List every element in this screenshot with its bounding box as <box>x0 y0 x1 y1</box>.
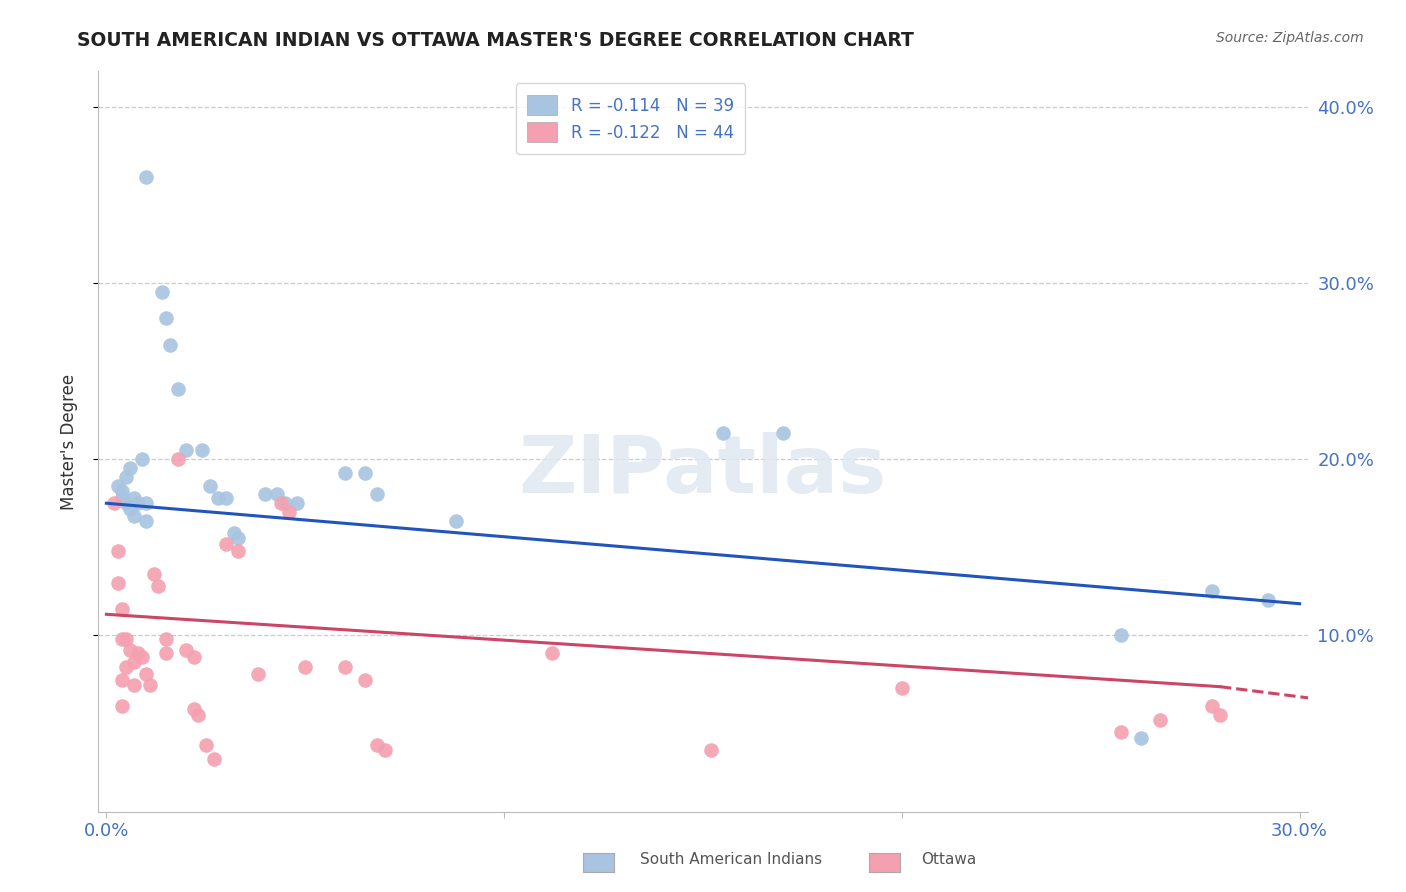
Point <box>254 487 277 501</box>
Point <box>246 667 269 681</box>
Point <box>183 649 205 664</box>
Text: ZIPatlas: ZIPatlas <box>519 432 887 510</box>
Point <box>174 443 197 458</box>
Point <box>1149 713 1171 727</box>
Point <box>274 496 297 510</box>
Point <box>135 170 157 185</box>
Point <box>115 496 138 510</box>
Point <box>1109 725 1132 739</box>
Point <box>446 514 468 528</box>
Point <box>120 501 142 516</box>
Legend: R = -0.114   N = 39, R = -0.122   N = 44: R = -0.114 N = 39, R = -0.122 N = 44 <box>516 83 745 154</box>
Point <box>115 470 138 484</box>
Point <box>198 478 221 492</box>
Point <box>155 311 177 326</box>
Point <box>711 425 734 440</box>
Point <box>174 642 197 657</box>
Point <box>122 655 145 669</box>
Point <box>1109 628 1132 642</box>
Y-axis label: Master's Degree: Master's Degree <box>59 374 77 509</box>
Point <box>226 544 249 558</box>
Point <box>167 382 190 396</box>
Point <box>1209 707 1232 722</box>
Point <box>194 738 217 752</box>
Point <box>131 452 153 467</box>
Point <box>115 660 138 674</box>
Point <box>700 743 723 757</box>
Point <box>103 496 125 510</box>
Point <box>135 496 157 510</box>
Point <box>541 646 564 660</box>
Point <box>135 667 157 681</box>
Text: Source: ZipAtlas.com: Source: ZipAtlas.com <box>1216 31 1364 45</box>
Point <box>107 544 129 558</box>
Point <box>1257 593 1279 607</box>
Point <box>131 649 153 664</box>
Point <box>278 505 301 519</box>
Point <box>111 673 134 687</box>
Point <box>1201 584 1223 599</box>
Point <box>215 491 238 505</box>
Point <box>120 642 142 657</box>
Point <box>215 537 238 551</box>
Point <box>354 467 377 481</box>
Point <box>1201 698 1223 713</box>
Point <box>139 678 162 692</box>
Text: South American Indians: South American Indians <box>640 852 823 867</box>
Point <box>111 632 134 646</box>
Point <box>122 491 145 505</box>
Point <box>107 575 129 590</box>
Point <box>111 698 134 713</box>
Point <box>146 579 169 593</box>
Text: SOUTH AMERICAN INDIAN VS OTTAWA MASTER'S DEGREE CORRELATION CHART: SOUTH AMERICAN INDIAN VS OTTAWA MASTER'S… <box>77 31 914 50</box>
Point <box>270 496 292 510</box>
Point <box>111 602 134 616</box>
Point <box>107 478 129 492</box>
Point <box>333 660 356 674</box>
Point <box>366 487 388 501</box>
Point <box>222 526 245 541</box>
Point <box>202 752 225 766</box>
Point <box>294 660 316 674</box>
Point <box>127 496 149 510</box>
Point <box>111 483 134 498</box>
Point <box>135 514 157 528</box>
Point <box>150 285 173 299</box>
Point <box>1129 731 1152 745</box>
Point <box>366 738 388 752</box>
Point <box>127 646 149 660</box>
Point <box>226 532 249 546</box>
Point <box>333 467 356 481</box>
Point <box>159 337 181 351</box>
Point <box>187 707 209 722</box>
Point <box>155 646 177 660</box>
Point <box>167 452 190 467</box>
Point <box>111 491 134 505</box>
Point <box>183 702 205 716</box>
Point <box>890 681 912 696</box>
Text: Ottawa: Ottawa <box>921 852 976 867</box>
Point <box>772 425 794 440</box>
Point <box>143 566 166 581</box>
Point <box>266 487 288 501</box>
Point <box>354 673 377 687</box>
Point <box>374 743 396 757</box>
Point <box>122 678 145 692</box>
Point <box>285 496 308 510</box>
Point <box>155 632 177 646</box>
Point <box>191 443 214 458</box>
Point <box>122 508 145 523</box>
Point <box>115 632 138 646</box>
Point <box>207 491 229 505</box>
Point <box>120 461 142 475</box>
